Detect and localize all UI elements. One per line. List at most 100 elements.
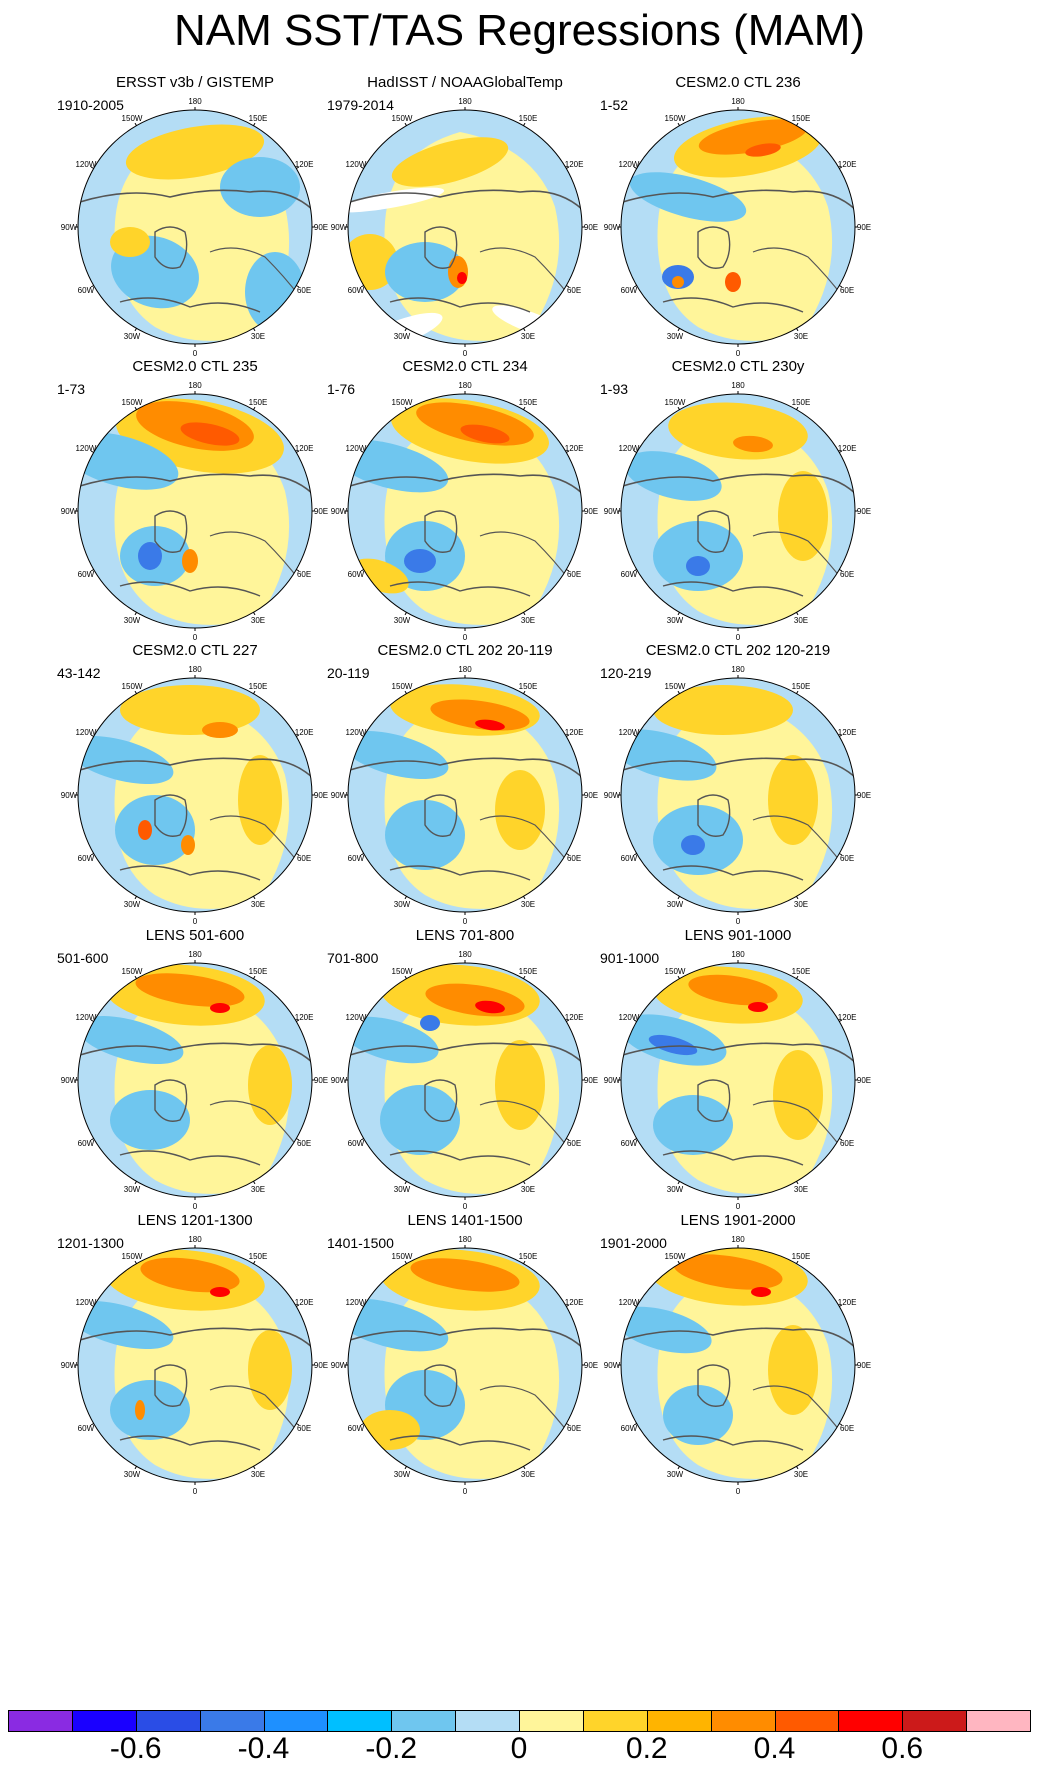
anomaly-region bbox=[78, 1016, 184, 1064]
longitude-label: 30W bbox=[124, 616, 141, 625]
longitude-label: 150W bbox=[122, 967, 143, 976]
panel-period: 1-52 bbox=[600, 97, 629, 113]
longitude-label: 0 bbox=[193, 1487, 198, 1496]
anomaly-region bbox=[210, 1003, 230, 1013]
anomaly-region bbox=[672, 276, 684, 288]
longitude-label: 60W bbox=[78, 1424, 95, 1433]
anomaly-region bbox=[495, 1040, 545, 1130]
panel-period: 901-1000 bbox=[600, 950, 660, 966]
longitude-tick bbox=[253, 1466, 256, 1470]
longitude-tick bbox=[404, 328, 407, 332]
longitude-tick bbox=[404, 406, 407, 410]
coastline bbox=[752, 531, 844, 582]
longitude-label: 30E bbox=[521, 1185, 535, 1194]
longitude-tick bbox=[839, 1423, 843, 1426]
longitude-tick bbox=[134, 1260, 137, 1264]
longitude-tick bbox=[296, 1304, 300, 1307]
coastline bbox=[424, 1079, 458, 1122]
anomaly-region bbox=[410, 1258, 520, 1292]
polar-map: 180 150E 120E 90E 60E 30E 0 30W 60W 90W 120W 150W bbox=[604, 950, 871, 1211]
colorbar-swatch bbox=[327, 1710, 393, 1732]
coastline bbox=[389, 1150, 531, 1166]
anomaly-region bbox=[621, 729, 717, 781]
longitude-tick bbox=[134, 975, 137, 979]
longitude-tick bbox=[296, 285, 300, 288]
longitude-label: 120W bbox=[75, 1013, 96, 1022]
longitude-label: 180 bbox=[731, 1235, 745, 1244]
colorbar-swatch bbox=[135, 1710, 201, 1732]
longitude-label: 60W bbox=[621, 854, 638, 863]
longitude-label: 180 bbox=[458, 665, 472, 674]
longitude-label: 90W bbox=[604, 1361, 621, 1370]
polar-map: 180 150E 120E 90E 60E 30E 0 30W 60W 90W 120W 150W bbox=[61, 950, 328, 1211]
longitude-label: 90W bbox=[331, 507, 348, 516]
coastline bbox=[79, 1327, 312, 1351]
longitude-label: 30E bbox=[794, 332, 808, 341]
longitude-label: 60E bbox=[297, 854, 311, 863]
longitude-label: 60W bbox=[78, 570, 95, 579]
longitude-label: 150W bbox=[122, 114, 143, 123]
anomaly-region bbox=[624, 451, 722, 501]
panel-title: CESM2.0 CTL 202 20-119 bbox=[377, 642, 553, 659]
longitude-tick bbox=[839, 1019, 843, 1022]
longitude-label: 90W bbox=[61, 791, 78, 800]
longitude-label: 120W bbox=[618, 728, 639, 737]
map-panel: LENS 1201-1300 1201-1300 180 150E 120E 90E 60E… bbox=[45, 1212, 345, 1530]
colorbar-swatch bbox=[838, 1710, 904, 1732]
longitude-label: 120W bbox=[618, 444, 639, 453]
coastline bbox=[154, 1364, 188, 1407]
panel-period: 1-76 bbox=[327, 381, 356, 397]
longitude-tick bbox=[523, 690, 526, 694]
longitude-label: 0 bbox=[736, 917, 741, 926]
coastline bbox=[622, 473, 855, 497]
colorbar-swatch bbox=[455, 1710, 520, 1732]
colorbar-swatch bbox=[966, 1710, 1031, 1732]
longitude-tick bbox=[523, 1260, 526, 1264]
longitude-tick bbox=[296, 166, 300, 169]
polar-map: 180 150E 120E 90E 60E 30E 0 30W 60W 90W 120W 150W bbox=[61, 381, 328, 642]
panel-period: 1-93 bbox=[600, 381, 629, 397]
longitude-label: 150W bbox=[392, 1252, 413, 1261]
map-panel: CESM2.0 CTL 236 1-52 180 150E 120E 90E 60E 30E 0… bbox=[588, 74, 888, 392]
longitude-label: 30E bbox=[251, 1470, 265, 1479]
longitude-tick bbox=[839, 450, 843, 453]
longitude-tick bbox=[523, 1466, 526, 1470]
longitude-tick bbox=[566, 1423, 570, 1426]
longitude-label: 30W bbox=[394, 1470, 411, 1479]
longitude-label: 60W bbox=[621, 286, 638, 295]
longitude-tick bbox=[360, 166, 364, 169]
longitude-label: 150W bbox=[392, 398, 413, 407]
longitude-tick bbox=[253, 896, 256, 900]
panel-period: 1201-1300 bbox=[57, 1235, 124, 1251]
longitude-label: 0 bbox=[193, 917, 198, 926]
coastline bbox=[622, 1042, 855, 1066]
panel-title: CESM2.0 CTL 202 120-219 bbox=[645, 642, 831, 659]
longitude-tick bbox=[633, 1423, 637, 1426]
longitude-label: 120W bbox=[75, 728, 96, 737]
longitude-label: 30E bbox=[794, 1470, 808, 1479]
longitude-tick bbox=[134, 612, 137, 616]
coastline bbox=[154, 510, 188, 553]
longitude-label: 90E bbox=[584, 791, 598, 800]
longitude-label: 60W bbox=[78, 854, 95, 863]
anomaly-region bbox=[448, 256, 468, 288]
anomaly-region bbox=[182, 549, 198, 573]
map-panel: LENS 501-600 501-600 180 150E 120E 90E 60E 30E 0… bbox=[45, 927, 345, 1245]
longitude-tick bbox=[253, 406, 256, 410]
longitude-label: 120W bbox=[75, 444, 96, 453]
longitude-tick bbox=[566, 1019, 570, 1022]
anomaly-region bbox=[210, 1287, 230, 1297]
longitude-label: 150W bbox=[665, 398, 686, 407]
longitude-tick bbox=[90, 1304, 94, 1307]
longitude-tick bbox=[633, 1138, 637, 1141]
panel-title: LENS 1901-2000 bbox=[680, 1212, 796, 1229]
polar-map: 180 150E 120E 90E 60E 30E 0 30W 60W 90W 120W 150W bbox=[331, 97, 598, 358]
longitude-label: 90W bbox=[604, 223, 621, 232]
longitude-label: 30E bbox=[251, 332, 265, 341]
longitude-label: 180 bbox=[458, 1235, 472, 1244]
longitude-label: 90E bbox=[584, 223, 598, 232]
longitude-label: 90W bbox=[61, 1076, 78, 1085]
panel-period: 43-142 bbox=[57, 665, 101, 681]
longitude-tick bbox=[796, 690, 799, 694]
longitude-tick bbox=[677, 1260, 680, 1264]
